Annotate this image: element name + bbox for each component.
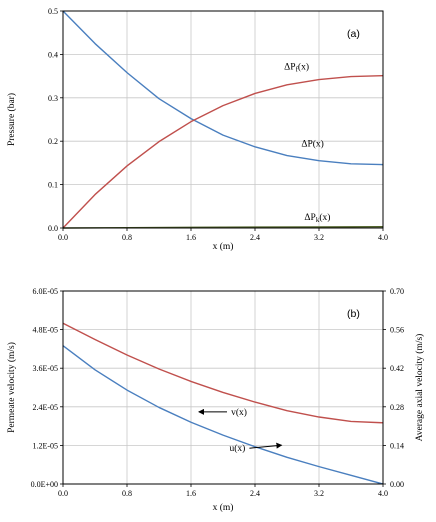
y-tick-label: 0.5 [48, 7, 58, 16]
x-axis-label: x (m) [213, 502, 234, 513]
y-tick-label: 0.0E+00 [31, 480, 58, 489]
plot-frame [62, 10, 384, 229]
y-axis-label: Permeate velocity (m/s) [6, 342, 17, 433]
y-right-tick-label: 0.14 [390, 441, 404, 450]
y-right-axis-label: Average axial velocity (m/s) [414, 334, 425, 442]
y-tick-label: 4.8E-05 [32, 326, 58, 335]
y-tick-label: 0.0 [48, 224, 58, 233]
y-tick-label: 0.4 [48, 50, 58, 59]
curve-annotation-u: u(x) [229, 443, 245, 454]
x-tick-label: 4.0 [378, 489, 388, 498]
x-tick-label: 0.8 [122, 233, 132, 242]
x-axis-label: x (m) [213, 241, 234, 252]
plot-frame [62, 290, 384, 485]
y-tick-label: 3.6E-05 [32, 364, 58, 373]
y-tick-label: 6.0E-05 [32, 287, 58, 296]
x-tick-label: 0.0 [58, 489, 68, 498]
x-tick-label: 3.2 [314, 489, 324, 498]
series-line-2 [62, 345, 384, 485]
y-right-tick-label: 0.70 [390, 287, 404, 296]
x-tick-label: 2.4 [250, 489, 260, 498]
curve-annotation-dpf: ΔPf(x) [284, 62, 309, 74]
curve-annotation-v: v(x) [231, 407, 247, 418]
series-line-1 [62, 10, 384, 166]
y-tick-label: 0.2 [48, 137, 58, 146]
x-tick-label: 3.2 [314, 233, 324, 242]
y-axis-label: Pressure (bar) [6, 93, 17, 146]
x-tick-label: 4.0 [378, 233, 388, 242]
x-tick-label: 2.4 [250, 233, 260, 242]
panel-label: (a) [347, 28, 360, 40]
series-line-2 [62, 74, 384, 229]
y-right-tick-label: 0.28 [390, 403, 404, 412]
arrow-to-left-axis-icon [249, 442, 283, 449]
x-tick-label: 0.0 [58, 233, 68, 242]
y-tick-label: 2.4E-05 [32, 403, 58, 412]
curve-annotation-dp: ΔP(x) [301, 138, 323, 149]
y-right-tick-label: 0.00 [390, 480, 404, 489]
y-tick-label: 1.2E-05 [32, 441, 58, 450]
y-right-tick-label: 0.56 [390, 326, 404, 335]
panel-b: 0.0 0.8 1.6 2.4 3.2 4.0 0.0E+00 1.2E-05 2.4E-05 3… [6, 287, 425, 513]
panel-label: (b) [347, 308, 360, 320]
x-tick-label: 1.6 [186, 489, 196, 498]
y-tick-label: 0.3 [48, 94, 58, 103]
x-tick-label: 0.8 [122, 489, 132, 498]
x-tick-label: 1.6 [186, 233, 196, 242]
y-tick-label: 0.1 [48, 181, 58, 190]
y-right-tick-label: 0.42 [390, 364, 404, 373]
curve-annotation-dpk: ΔPk(x) [304, 212, 330, 224]
series-line-1 [62, 322, 384, 424]
panel-a: 0.0 0.8 1.6 2.4 3.2 4.0 0.0 0.1 0.2 0.3 0.4 0.5 x (m… [6, 7, 388, 252]
